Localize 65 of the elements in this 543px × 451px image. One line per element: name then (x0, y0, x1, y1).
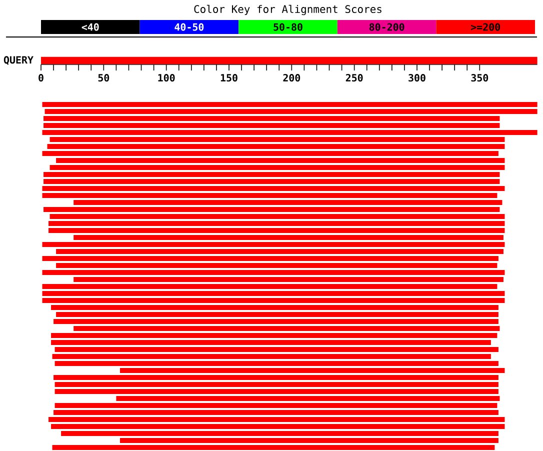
x-tick-label: 350 (471, 74, 488, 82)
bar (56, 158, 505, 164)
bar (42, 284, 498, 290)
bar (54, 374, 498, 380)
bar (74, 276, 504, 282)
bar (44, 116, 500, 122)
text: 80-200 (369, 23, 404, 31)
bar (74, 234, 504, 240)
bar (54, 346, 498, 352)
bar (42, 130, 538, 136)
bar (54, 410, 498, 416)
x-tick-label: 250 (346, 74, 363, 82)
bar (48, 220, 505, 226)
bar (51, 304, 498, 310)
chart-title: Color Key for Alignment Scores (194, 4, 382, 16)
bar (120, 438, 498, 444)
bar (50, 164, 505, 170)
bar (42, 186, 505, 192)
text: <40 (82, 23, 99, 31)
x-tick-label: 100 (158, 74, 175, 82)
bar (42, 192, 498, 198)
bar (54, 382, 498, 388)
bar (42, 102, 538, 108)
bar (44, 122, 500, 128)
bar (116, 396, 500, 402)
bar (44, 108, 538, 114)
x-tick-label: 200 (283, 74, 300, 82)
bar (42, 290, 505, 296)
bar (56, 312, 498, 318)
bar (74, 326, 500, 332)
bar (42, 242, 505, 248)
bar (54, 388, 498, 394)
x-tick-label: 50 (98, 74, 110, 82)
bar (51, 424, 505, 430)
bar (54, 402, 498, 408)
bar (51, 332, 498, 338)
bar (48, 228, 505, 234)
bar (51, 340, 491, 346)
bar (56, 262, 498, 268)
bar (44, 178, 500, 184)
bar (44, 206, 500, 212)
bar (42, 150, 498, 156)
text: 40-50 (174, 23, 204, 31)
x-tick-label: 150 (220, 74, 238, 82)
bar (74, 200, 502, 206)
bar (42, 270, 505, 276)
bar (44, 172, 500, 178)
bar (50, 136, 505, 142)
bar (48, 416, 505, 422)
bar (42, 298, 505, 304)
bar (47, 144, 505, 150)
bar (61, 430, 498, 436)
bar (50, 214, 505, 220)
bar (56, 248, 504, 254)
x-tick-label: 300 (408, 74, 426, 82)
bar (42, 256, 498, 262)
text: 50-80 (274, 23, 302, 31)
y-tick-label: QUERY (4, 56, 34, 65)
text: >=200 (471, 23, 500, 31)
bar (54, 360, 498, 366)
bar (52, 444, 495, 450)
bar (52, 354, 491, 360)
x-tick-label: 0 (38, 74, 44, 82)
bar (54, 318, 498, 324)
bar (120, 368, 505, 374)
